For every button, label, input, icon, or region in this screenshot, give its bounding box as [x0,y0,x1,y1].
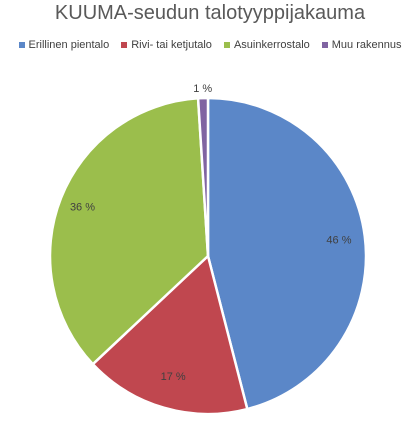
legend-item: Rivi- tai ketjutalo [121,39,212,51]
pie-slice [196,96,210,257]
legend-swatch [18,42,25,48]
pie-slice [91,253,249,416]
legend-label: Muu rakennus [331,39,402,51]
legend-swatch [121,42,128,48]
legend-item: Muu rakennus [321,39,402,51]
legend-label: Erillinen pientalo [28,39,110,51]
chart-title: KUUMA-seudun talotyyppijakauma [54,2,366,24]
slice-label: 46 % [326,234,351,246]
legend-item: Erillinen pientalo [18,39,110,51]
pie-slice [206,96,368,411]
legend-item: Asuinkerrostalo [223,39,310,51]
pie-slice [48,96,210,366]
legend-swatch [223,42,230,48]
legend-swatch [321,42,328,48]
slice-label: 36 % [70,201,95,213]
legend: Erillinen pientalo Rivi- tai ketjutalo Asu… [0,39,420,51]
slice-label: 17 % [161,371,186,383]
legend-label: Rivi- tai ketjutalo [131,39,212,51]
legend-label: Asuinkerrostalo [233,39,310,51]
slice-label: 1 % [193,83,212,95]
